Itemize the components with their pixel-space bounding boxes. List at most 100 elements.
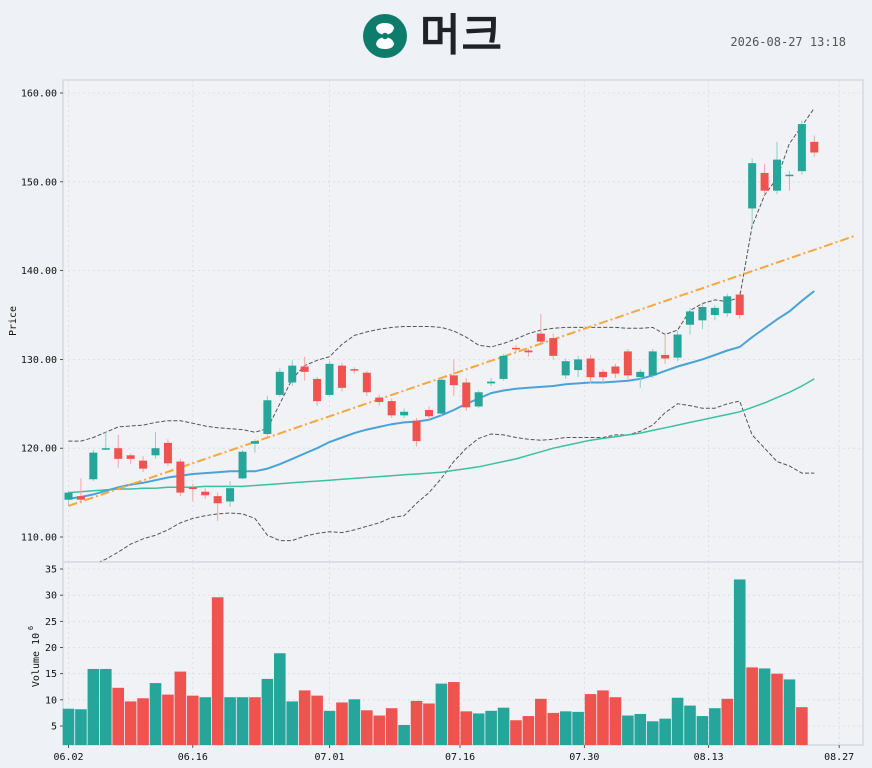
- candle-body: [773, 159, 782, 191]
- x-tick-label: 07.01: [314, 752, 344, 763]
- volume-bar: [149, 683, 162, 745]
- candle-body: [797, 124, 806, 172]
- volume-bar: [124, 701, 137, 745]
- price-tick-label: 150.00: [21, 177, 57, 188]
- volume-bar: [696, 716, 709, 745]
- candle-body: [661, 354, 670, 359]
- volume-bar: [771, 673, 783, 745]
- volume-bar: [286, 701, 299, 745]
- candle-body: [586, 358, 595, 378]
- bollinger-upper-line: [68, 107, 815, 442]
- candle-body: [400, 411, 409, 416]
- price-tick-label: 120.00: [21, 444, 57, 455]
- volume-bar: [796, 707, 808, 745]
- candle-body: [375, 397, 384, 403]
- volume-bar: [435, 683, 448, 745]
- trend-line: [68, 235, 855, 507]
- volume-bar: [460, 711, 473, 745]
- candle-body: [325, 363, 334, 395]
- volume-axis-label: Volume 10: [31, 633, 42, 687]
- price-tick-label: 130.00: [21, 355, 57, 366]
- volume-bar: [472, 713, 485, 745]
- x-tick-label: 08.27: [824, 752, 854, 763]
- candle-body: [163, 442, 172, 464]
- x-tick-label: 08.13: [694, 752, 724, 763]
- volume-bar: [348, 699, 361, 745]
- candle-body: [574, 359, 583, 371]
- candle-body: [300, 366, 309, 372]
- price-tick-label: 140.00: [21, 266, 57, 277]
- volume-tick-label: 10: [45, 695, 57, 706]
- volume-bar: [448, 682, 460, 745]
- price-plot-area: [62, 79, 864, 563]
- volume-bar: [398, 724, 410, 745]
- volume-bar: [112, 687, 125, 745]
- candle-body: [114, 448, 123, 459]
- volume-bar: [659, 718, 671, 745]
- candle-body: [723, 296, 732, 314]
- candle-body: [201, 491, 210, 496]
- brand-name: 머크: [420, 10, 503, 61]
- volume-bar: [709, 708, 721, 745]
- volume-bar: [622, 715, 634, 745]
- volume-bar: [783, 679, 796, 745]
- x-tick-label: 06.16: [178, 752, 208, 763]
- candle-body: [101, 448, 110, 450]
- candle-body: [487, 381, 496, 384]
- volume-bar: [62, 708, 75, 745]
- candle-body: [673, 334, 682, 358]
- volume-bar: [671, 697, 684, 745]
- candle-body: [126, 455, 135, 459]
- candle-body: [412, 420, 421, 442]
- candle-body: [238, 451, 247, 479]
- candle-body: [213, 496, 222, 504]
- volume-bar: [634, 713, 647, 745]
- volume-bar: [311, 695, 323, 745]
- candle-body: [499, 355, 508, 379]
- volume-bar: [323, 710, 336, 745]
- candle-body: [288, 365, 297, 383]
- volume-bar: [236, 697, 249, 745]
- volume-bar: [385, 708, 398, 745]
- candle-body: [760, 172, 769, 191]
- candle-body: [362, 372, 371, 393]
- volume-tick-label: 30: [45, 591, 57, 602]
- volume-bar: [758, 668, 771, 745]
- candle-body: [735, 294, 744, 315]
- timestamp: 2026-08-27 13:18: [730, 35, 846, 49]
- candle-body: [337, 365, 346, 388]
- volume-bar: [298, 690, 311, 745]
- volume-bar: [535, 698, 547, 745]
- x-tick-label: 06.02: [53, 752, 83, 763]
- volume-axis-exponent: 6: [27, 626, 35, 630]
- volume-bar: [361, 710, 373, 745]
- volume-bar: [224, 697, 236, 745]
- price-panel: 110.00 120.00 130.00 140.00 150.00 160.00 Pric…: [8, 79, 864, 568]
- volume-panel: 5 10 15 20 25 30 35 06.02 06.16 07.01 07.16 07.30 08…: [27, 561, 864, 763]
- candle-body: [275, 371, 284, 395]
- volume-bar: [423, 703, 435, 745]
- candle-body: [151, 448, 160, 456]
- candle-body: [524, 350, 533, 353]
- brand-logo-icon: [363, 14, 407, 58]
- volume-bar: [721, 698, 734, 745]
- candle-body: [710, 307, 719, 315]
- volume-bar: [733, 579, 746, 745]
- candle-body: [561, 361, 570, 376]
- candle-body: [350, 369, 359, 371]
- candle-body: [263, 400, 272, 434]
- candle-body: [449, 375, 458, 386]
- volume-bar: [199, 697, 212, 745]
- x-tick-label: 07.30: [569, 752, 599, 763]
- candle-body: [250, 441, 259, 444]
- price-tick-label: 110.00: [21, 533, 57, 544]
- volume-bar: [187, 695, 199, 745]
- candle-body: [810, 141, 819, 153]
- candle-body: [623, 351, 632, 376]
- candle-body: [424, 410, 433, 417]
- candle-body: [437, 379, 446, 414]
- candle-body: [636, 371, 645, 378]
- volume-tick-label: 20: [45, 643, 57, 654]
- volume-bar: [609, 697, 622, 745]
